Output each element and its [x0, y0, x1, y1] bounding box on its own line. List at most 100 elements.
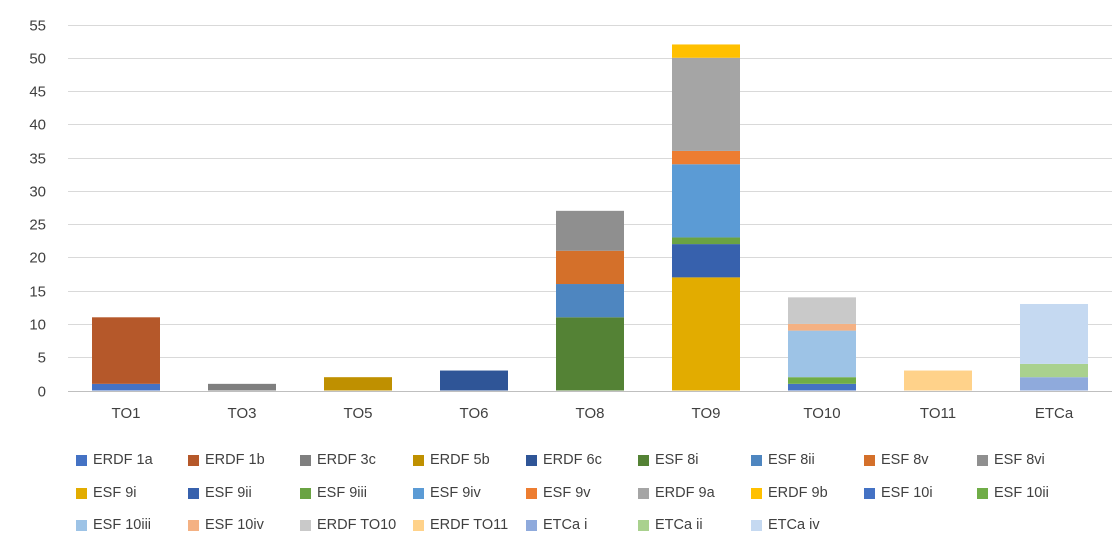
- bar-segment: [1020, 377, 1088, 391]
- legend-label: ETCa ii: [655, 517, 703, 533]
- y-tick-label: 25: [29, 217, 46, 234]
- legend-label: ERDF 5b: [430, 452, 490, 468]
- bar-stack: [92, 317, 160, 391]
- legend-item: ESF 8v: [864, 450, 929, 470]
- bar-stack: [440, 370, 508, 391]
- legend-swatch: [76, 519, 87, 531]
- legend-label: ESF 9v: [543, 485, 591, 501]
- legend-swatch: [864, 487, 875, 499]
- bar-segment: [1020, 303, 1088, 364]
- legend-label: ETCa i: [543, 517, 588, 533]
- bar-segment: [788, 297, 856, 324]
- legend-item: ETCa i: [526, 515, 587, 535]
- x-tick-label: TO9: [692, 405, 721, 422]
- legend-item: ESF 10ii: [977, 483, 1049, 503]
- bar-segment: [556, 210, 624, 251]
- legend-swatch: [526, 454, 537, 466]
- legend-swatch: [413, 454, 424, 466]
- legend-label: ERDF TO11: [430, 517, 509, 533]
- legend-item: ERDF 1b: [188, 450, 265, 470]
- legend-item: ESF 9iv: [413, 483, 481, 503]
- x-tick-label: ETCa: [1035, 405, 1074, 422]
- legend-label: ESF 9i: [93, 485, 137, 501]
- legend-swatch: [751, 519, 762, 531]
- legend-swatch: [864, 454, 875, 466]
- bar-segment: [556, 250, 624, 285]
- bar-stack: [1020, 303, 1088, 391]
- legend-swatch: [413, 519, 424, 531]
- x-tick-label: TO11: [920, 405, 956, 422]
- legend-swatch: [76, 454, 87, 466]
- legend-label: ERDF 3c: [317, 452, 376, 468]
- bar-segment: [324, 377, 392, 391]
- bar-stack: [788, 297, 856, 391]
- bar-segment: [92, 317, 160, 384]
- bar-segment: [904, 370, 972, 391]
- y-tick-label: 50: [29, 51, 46, 68]
- y-tick-label: 55: [29, 18, 46, 35]
- legend-swatch: [188, 454, 199, 466]
- x-tick-label: TO5: [344, 405, 373, 422]
- y-tick-label: 15: [29, 284, 46, 301]
- bar-segment: [672, 57, 740, 151]
- legend-item: ESF 10i: [864, 483, 933, 503]
- y-axis-tick-labels: 0 5 10 15 20 25 30 35 40 45 50 55: [29, 18, 46, 401]
- bar-stack: [904, 370, 972, 391]
- legend-swatch: [638, 454, 649, 466]
- bar-segment: [1020, 363, 1088, 378]
- legend-item: ERDF 5b: [413, 450, 490, 470]
- legend-swatch: [751, 487, 762, 499]
- legend-item: ESF 10iv: [188, 515, 264, 535]
- bar-stack: [672, 44, 740, 391]
- legend-swatch: [413, 487, 424, 499]
- y-tick-label: 10: [29, 317, 46, 334]
- legend-swatch: [638, 519, 649, 531]
- bar-segment: [672, 244, 740, 278]
- legend-label: ESF 9iv: [430, 485, 481, 501]
- y-tick-label: 35: [29, 151, 46, 168]
- legend-swatch: [300, 487, 311, 499]
- legend-item: ESF 8vi: [977, 450, 1045, 470]
- x-tick-label: TO6: [460, 405, 489, 422]
- legend-label: ESF 8ii: [768, 452, 815, 468]
- y-tick-label: 5: [38, 350, 46, 367]
- legend-swatch: [638, 487, 649, 499]
- bar-segment: [556, 317, 624, 391]
- legend-label: ESF 9iii: [317, 485, 367, 501]
- legend-item: ERDF 9a: [638, 483, 715, 503]
- legend-item: ESF 10iii: [76, 515, 151, 535]
- y-tick-label: 20: [29, 250, 46, 267]
- legend-item: ETCa iv: [751, 515, 820, 535]
- legend-item: ETCa ii: [638, 515, 703, 535]
- legend-label: ERDF 9b: [768, 485, 828, 501]
- x-tick-label: TO10: [803, 405, 840, 422]
- legend-swatch: [751, 454, 762, 466]
- bar-segment: [788, 377, 856, 384]
- legend-item: ESF 8ii: [751, 450, 815, 470]
- legend-label: ESF 10i: [881, 485, 933, 501]
- legend-swatch: [188, 519, 199, 531]
- bar-segment: [92, 383, 160, 391]
- x-tick-label: TO1: [112, 405, 141, 422]
- bar-segment: [208, 383, 276, 391]
- legend-label: ESF 10iv: [205, 517, 264, 533]
- legend-swatch: [76, 487, 87, 499]
- legend-label: ESF 10iii: [93, 517, 152, 533]
- bar-stack: [556, 210, 624, 391]
- bar-segment: [672, 44, 740, 58]
- legend-item: ESF 9i: [76, 483, 137, 503]
- legend-label: ESF 8vi: [994, 452, 1045, 468]
- legend-label: ERDF 6c: [543, 452, 602, 468]
- legend-item: ERDF 3c: [300, 450, 376, 470]
- bar-stacks: [92, 44, 1088, 391]
- legend-swatch: [188, 487, 199, 499]
- bar-segment: [788, 323, 856, 331]
- legend-item: ERDF TO10: [300, 515, 396, 535]
- legend-item: ERDF TO11: [413, 515, 508, 535]
- bar-stack: [324, 377, 392, 391]
- legend-label: ESF 10ii: [994, 485, 1049, 501]
- legend-label: ERDF 1a: [93, 452, 153, 468]
- legend-label: ETCa iv: [768, 517, 820, 533]
- bar-segment: [672, 277, 740, 391]
